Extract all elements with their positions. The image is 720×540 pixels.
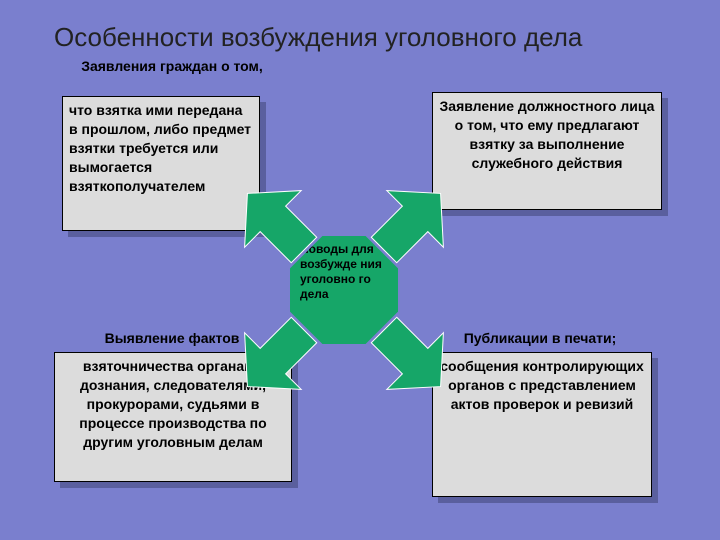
center-octagon: Поводы для возбужде ния уголовно го дела xyxy=(290,236,398,344)
slide: Особенности возбуждения уголовного дела … xyxy=(0,0,720,540)
center-label: Поводы для возбужде ния уголовно го дела xyxy=(296,242,392,302)
